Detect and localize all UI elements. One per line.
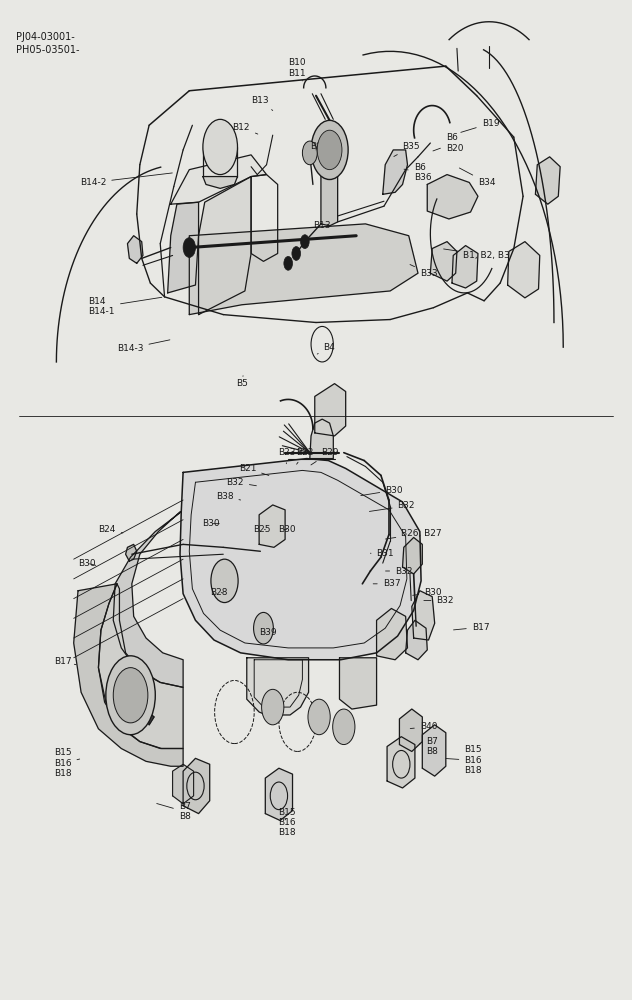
Text: B13: B13 xyxy=(313,221,331,230)
Polygon shape xyxy=(412,591,435,640)
Text: B9: B9 xyxy=(310,142,322,151)
Polygon shape xyxy=(399,709,422,751)
Text: B37: B37 xyxy=(373,579,401,588)
Circle shape xyxy=(183,238,195,257)
Polygon shape xyxy=(126,544,137,561)
Circle shape xyxy=(308,699,330,735)
Text: B22: B22 xyxy=(296,448,313,464)
Text: B25: B25 xyxy=(253,525,270,534)
Polygon shape xyxy=(148,712,154,725)
Text: B28: B28 xyxy=(210,588,227,597)
Circle shape xyxy=(311,120,348,180)
Text: B30: B30 xyxy=(202,519,219,528)
Text: B13: B13 xyxy=(251,96,273,110)
Circle shape xyxy=(317,130,342,170)
Text: B32: B32 xyxy=(226,478,257,487)
Text: B30: B30 xyxy=(413,588,442,597)
Circle shape xyxy=(113,668,148,723)
Polygon shape xyxy=(387,737,415,788)
Text: B26, B27: B26, B27 xyxy=(386,529,442,539)
Text: B14-2: B14-2 xyxy=(80,173,173,187)
Polygon shape xyxy=(315,384,346,436)
Text: B15
B16
B18: B15 B16 B18 xyxy=(54,748,80,778)
Text: B23: B23 xyxy=(277,448,295,464)
Text: B38: B38 xyxy=(216,492,241,501)
Text: B31: B31 xyxy=(370,549,394,558)
Text: B39: B39 xyxy=(259,628,277,637)
Circle shape xyxy=(292,247,301,260)
Text: B17: B17 xyxy=(454,623,489,632)
Text: B32: B32 xyxy=(424,596,454,605)
Text: B29: B29 xyxy=(311,448,339,465)
Polygon shape xyxy=(427,175,478,219)
Polygon shape xyxy=(535,157,560,204)
Circle shape xyxy=(301,235,309,249)
Circle shape xyxy=(302,141,317,165)
Polygon shape xyxy=(310,419,333,459)
Polygon shape xyxy=(403,537,422,574)
Polygon shape xyxy=(113,512,183,687)
Polygon shape xyxy=(190,224,418,315)
Text: B7
B8: B7 B8 xyxy=(157,802,191,821)
Polygon shape xyxy=(259,505,285,547)
Text: B30: B30 xyxy=(361,486,403,496)
Circle shape xyxy=(284,256,293,270)
Polygon shape xyxy=(265,768,293,820)
Text: B35: B35 xyxy=(394,142,420,156)
Text: B33: B33 xyxy=(410,265,437,278)
Circle shape xyxy=(106,656,155,735)
Polygon shape xyxy=(452,246,478,288)
Polygon shape xyxy=(422,725,446,776)
Polygon shape xyxy=(430,242,457,281)
Text: B10
B11: B10 B11 xyxy=(288,58,306,81)
Polygon shape xyxy=(377,608,408,660)
Text: PJ04-03001-
PH05-03501-: PJ04-03001- PH05-03501- xyxy=(16,32,80,55)
Polygon shape xyxy=(198,177,251,315)
Polygon shape xyxy=(167,202,198,293)
Polygon shape xyxy=(339,658,377,709)
Polygon shape xyxy=(183,758,210,814)
Text: B40: B40 xyxy=(410,722,437,731)
Polygon shape xyxy=(321,157,337,226)
Text: B5: B5 xyxy=(236,376,248,388)
Circle shape xyxy=(253,612,274,644)
Text: B12: B12 xyxy=(233,123,258,134)
Polygon shape xyxy=(74,584,183,766)
Circle shape xyxy=(262,689,284,725)
Text: B32: B32 xyxy=(386,566,413,576)
Text: B7
B8: B7 B8 xyxy=(420,737,438,756)
Text: B17: B17 xyxy=(54,657,76,666)
Polygon shape xyxy=(171,155,267,204)
Text: B14-3: B14-3 xyxy=(117,340,170,353)
Text: B34: B34 xyxy=(459,168,495,187)
Polygon shape xyxy=(383,150,408,194)
Text: B14
B14-1: B14 B14-1 xyxy=(88,297,162,316)
Text: B24: B24 xyxy=(99,525,123,534)
Circle shape xyxy=(203,119,238,175)
Polygon shape xyxy=(203,177,238,188)
Circle shape xyxy=(211,559,238,603)
Text: B32: B32 xyxy=(370,501,415,511)
Polygon shape xyxy=(246,658,308,715)
Text: B30: B30 xyxy=(78,559,95,568)
Text: B19: B19 xyxy=(461,119,499,132)
Text: B15
B16
B18: B15 B16 B18 xyxy=(446,745,482,775)
Text: B4: B4 xyxy=(317,343,335,354)
Text: B21: B21 xyxy=(239,464,269,475)
Text: B6
B36: B6 B36 xyxy=(404,163,431,182)
Circle shape xyxy=(332,709,355,745)
Text: B6
B20: B6 B20 xyxy=(433,133,463,153)
Text: B15
B16
B18: B15 B16 B18 xyxy=(277,808,295,837)
Polygon shape xyxy=(128,236,143,263)
Text: B30: B30 xyxy=(277,525,295,534)
Text: B1, B2, B3: B1, B2, B3 xyxy=(444,249,510,260)
Polygon shape xyxy=(180,459,421,660)
Polygon shape xyxy=(99,584,183,748)
Polygon shape xyxy=(173,764,193,804)
Polygon shape xyxy=(406,620,427,660)
Polygon shape xyxy=(507,242,540,298)
